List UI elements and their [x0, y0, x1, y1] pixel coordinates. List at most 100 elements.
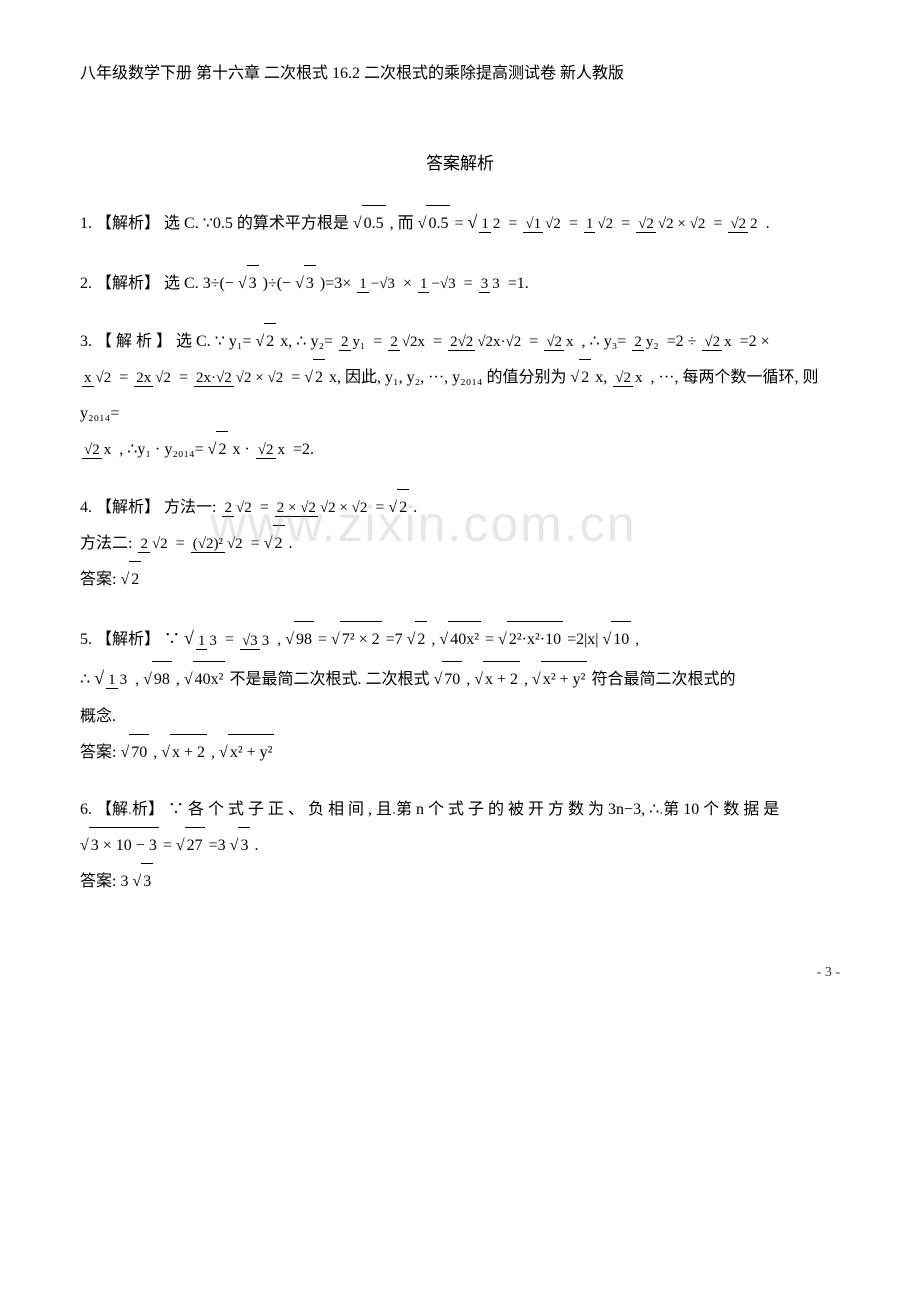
text: )÷(− — [263, 275, 291, 292]
sqrt-expr: √x² + y² — [532, 671, 587, 688]
text: =2. — [293, 441, 314, 458]
text: = — [225, 631, 238, 648]
text: . — [766, 215, 770, 232]
sqrt-expr: √40x² — [184, 671, 226, 688]
fraction: 2 × √2√2 × √2 — [275, 500, 370, 517]
text: = — [569, 215, 578, 232]
sqrt-expr: √40x² — [439, 631, 481, 648]
text: =2|x| — [567, 631, 598, 648]
text: = — [251, 535, 260, 552]
text: = — [318, 631, 327, 648]
text: , ∴ y₃= — [582, 333, 627, 350]
text: =1. — [508, 275, 529, 292]
text: 选 C. ∵ y₁= — [176, 333, 251, 350]
answer-label: 答案: — [80, 873, 116, 890]
sqrt-expr: √7² × 2 — [331, 631, 382, 648]
line3: 概念. — [80, 699, 840, 734]
fraction: 2x√2 — [134, 370, 173, 387]
fraction: x√2 — [82, 370, 113, 387]
line3: √2x , ∴y₁ · y₂₀₁₄= √2 x · √2x =2. — [80, 431, 840, 467]
problem-5: 5. 【解析】 ∵ √13 = √33 , √98 = √7² × 2 =7 √… — [80, 619, 840, 770]
sqrt-expr: √70 — [433, 671, 462, 688]
answer-line: 答案: 3 √3 — [80, 863, 840, 899]
text: 第 n 个 式 子 的 被 开 方 数 为 3n−3, ∴ — [396, 801, 659, 818]
fraction: 2y₁ — [339, 334, 367, 351]
text: = — [375, 499, 384, 516]
problem-3: 3. 【 解 析 】 选 C. ∵ y₁= √2 x, ∴ y₂= 2y₁ = … — [80, 323, 840, 467]
sqrt-expr: √2 — [264, 535, 285, 552]
fraction: √2x — [544, 334, 575, 351]
text: = — [508, 215, 517, 232]
text: = — [529, 333, 538, 350]
text: 不是最简二次根式. 二次根式 — [229, 671, 429, 688]
problem-tag: 【解析】 — [96, 275, 160, 292]
problem-4: www.zixin.com.cn 4. 【解析】 方法一: 2√2 = 2 × … — [80, 489, 840, 598]
text: =2 ÷ — [667, 333, 701, 350]
line2: x√2 = 2x√2 = 2x·√2√2 × √2 = √2 x, 因此, y₁… — [80, 359, 840, 430]
problem-num: 2. — [80, 275, 92, 292]
sqrt-expr: √98 — [143, 671, 172, 688]
text: , — [277, 631, 285, 648]
problem-num: 5. — [80, 631, 92, 648]
text: = — [713, 215, 722, 232]
problem-tag: 【解析】 — [96, 215, 160, 232]
text: 3 — [120, 873, 128, 890]
sqrt-expr: √3 — [230, 837, 251, 854]
sqrt-expr: √3 — [132, 873, 153, 890]
sqrt-expr: √3 — [295, 275, 316, 292]
text: ∴ — [80, 671, 90, 688]
text: , ∴y₁ · y₂₀₁₄= — [119, 441, 203, 458]
page-number: - 3 - — [80, 960, 840, 985]
fraction: √22 — [728, 216, 759, 233]
text: 选 C. ∵0.5 的算术平方根是 — [164, 215, 349, 232]
text: 第 10 个 数 据 是 — [663, 801, 779, 818]
sqrt-expr: √2 — [255, 333, 276, 350]
text: = — [176, 535, 185, 552]
sqrt-expr: √98 — [285, 631, 314, 648]
fraction: √2x — [702, 334, 733, 351]
line2: √3 × 10 − 3 = √27 =3 √3 . — [80, 827, 840, 863]
text: = — [373, 333, 382, 350]
text: ∵ 各 个 式 子 正 、 负 相 间 , 且 — [168, 801, 392, 818]
section-heading: 答案解析 — [80, 149, 840, 180]
line2: 方法二: 2√2 = (√2)²√2 = √2 . — [80, 525, 840, 561]
problem-tag: 【解析】 — [96, 499, 160, 516]
fraction: 13 — [196, 633, 219, 650]
text: . — [254, 837, 258, 854]
text: = — [485, 631, 494, 648]
text: = — [621, 215, 630, 232]
text: , — [635, 631, 639, 648]
answer-line: 答案: √70 , √x + 2 , √x² + y² — [80, 734, 840, 770]
sqrt-expr: √2 — [120, 571, 141, 588]
text: . — [289, 535, 293, 552]
text: = — [163, 837, 172, 854]
problem-num: 4. — [80, 499, 92, 516]
sqrt-expr: √x + 2 — [474, 671, 520, 688]
fraction: √1√2 — [523, 216, 562, 233]
fraction: √2x — [256, 442, 287, 459]
text: , — [211, 744, 219, 761]
page-header: 八年级数学下册 第十六章 二次根式 16.2 二次根式的乘除提高测试卷 新人教版 — [80, 60, 840, 89]
line1: 5. 【解析】 ∵ √13 = √33 , √98 = √7² × 2 =7 √… — [80, 619, 840, 659]
sqrt-expr: √3 × 10 − 3 — [80, 837, 159, 854]
text: 方法一: — [164, 499, 216, 516]
text: ∵ — [164, 631, 180, 648]
text: , — [135, 671, 143, 688]
fraction: 33 — [479, 276, 502, 293]
text: x, ∴ y₂= — [280, 333, 333, 350]
problem-tag: 【解 — [96, 801, 128, 818]
text: 选 C. 3÷(− — [164, 275, 234, 292]
line2: ∴ √13 , √98 , √40x² 不是最简二次根式. 二次根式 √70 ,… — [80, 659, 840, 699]
problem-2: 2. 【解析】 选 C. 3÷(− √3 )÷(− √3 )=3× 1−√3 ×… — [80, 265, 840, 301]
problem-6: 6. 【解.析】 ∵ 各 个 式 子 正 、 负 相 间 , 且.第 n 个 式… — [80, 792, 840, 900]
text: =2 × — [740, 333, 770, 350]
text: , — [524, 671, 532, 688]
fraction: 2√2√2x·√2 — [448, 334, 523, 351]
line1: 6. 【解.析】 ∵ 各 个 式 子 正 、 负 相 间 , 且.第 n 个 式… — [80, 792, 840, 827]
fraction: 2√2 — [138, 536, 169, 553]
line1: 3. 【 解 析 】 选 C. ∵ y₁= √2 x, ∴ y₂= 2y₁ = … — [80, 323, 840, 359]
sqrt-expr: √2 — [304, 369, 325, 386]
sqrt-expr: √x + 2 — [161, 744, 207, 761]
sqrt-expr: √2 — [388, 499, 409, 516]
sqrt-frac: √ — [467, 212, 477, 232]
